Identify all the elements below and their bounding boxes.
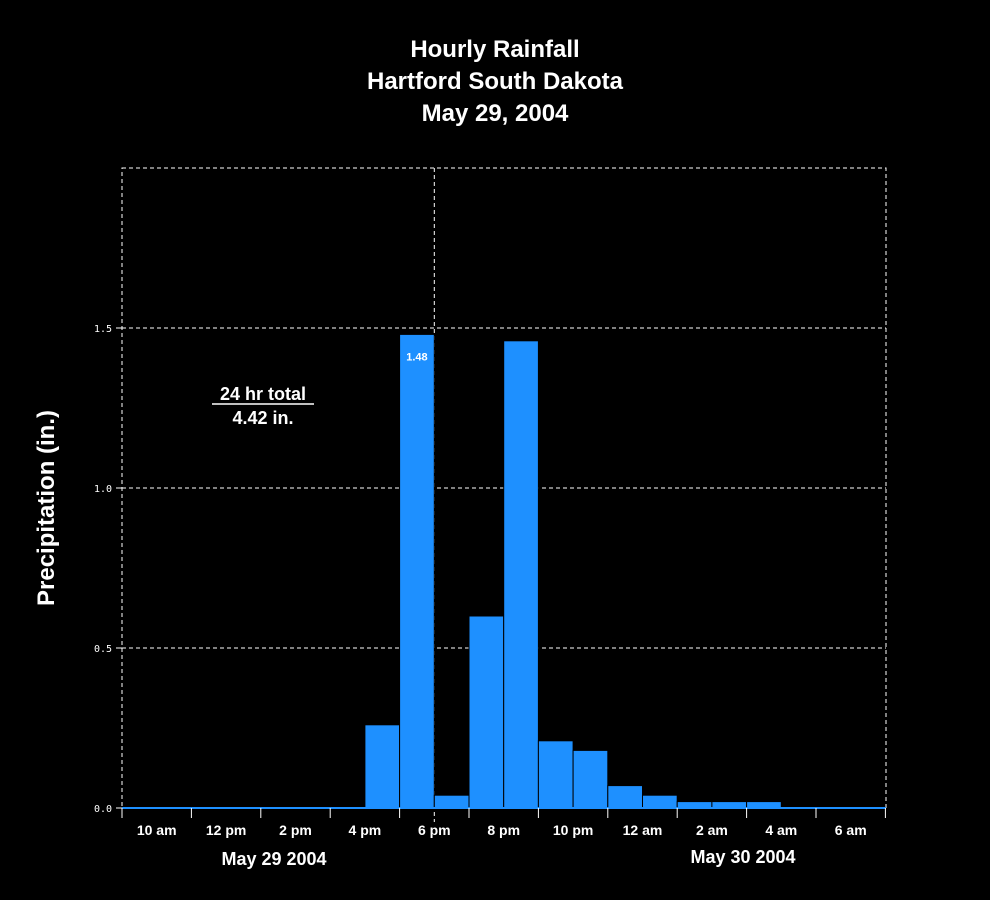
chart-title: Hourly Rainfall Hartford South Dakota Ma… [0, 34, 990, 130]
x-tick-label: 8 pm [487, 822, 520, 838]
x-tick-label: 12 am [623, 822, 663, 838]
bar-5-pm [364, 724, 401, 809]
x-tick-label: 6 pm [418, 822, 451, 838]
bar-data-label: 1.48 [406, 351, 427, 363]
x-tick-label: 6 am [835, 822, 867, 838]
y-tick-label: 0.0 [94, 804, 112, 815]
x-tick-label: 10 pm [553, 822, 593, 838]
bar-11-pm [572, 749, 609, 809]
total-value: 4.42 in. [232, 408, 293, 428]
title-line-3: May 29, 2004 [421, 100, 569, 127]
x-tick-label: 2 am [696, 822, 728, 838]
bar-8-pm [468, 615, 505, 809]
x-tick-label: 12 pm [206, 822, 246, 838]
y-tick-label: 1.0 [94, 484, 112, 495]
bar-7-pm [433, 794, 470, 809]
y-axis-label: Precipitation (in.) [33, 410, 60, 606]
x-tick-label: 4 pm [349, 822, 382, 838]
title-line-1: Hourly Rainfall [410, 36, 580, 63]
y-tick-label: 1.5 [94, 324, 112, 335]
bar-10-pm [537, 740, 574, 809]
bar-9-pm [503, 340, 539, 809]
y-tick-label: 0.5 [94, 644, 112, 655]
bar-12-am [607, 785, 643, 809]
bar-6-pm [399, 333, 435, 809]
date-label-may30: May 30 2004 [690, 847, 795, 867]
x-tick-label: 2 pm [279, 822, 312, 838]
bar-1-am [642, 794, 678, 809]
total-label: 24 hr total [220, 384, 306, 404]
date-label-may29: May 29 2004 [221, 849, 326, 869]
x-tick-label: 10 am [137, 822, 177, 838]
x-tick-label: 4 am [765, 822, 797, 838]
title-line-2: Hartford South Dakota [366, 68, 623, 95]
